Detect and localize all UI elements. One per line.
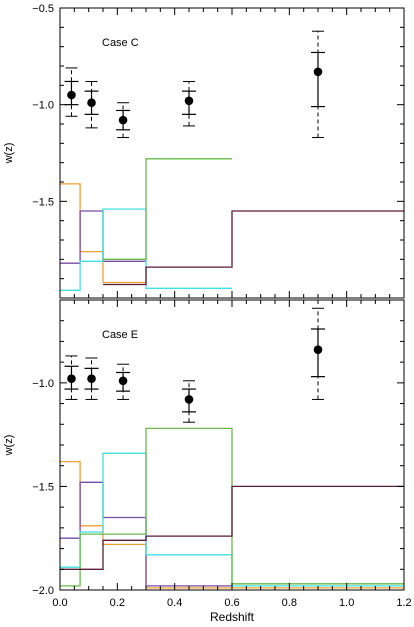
panel-case-c-marks — [60, 30, 404, 291]
data-point-3 — [184, 96, 194, 106]
data-point-0 — [67, 374, 76, 384]
x-tick-label: 0.2 — [110, 597, 125, 609]
data-point-2 — [118, 115, 128, 125]
panel-case-e-annotation: Case E — [102, 329, 138, 341]
data-point-2 — [118, 376, 128, 386]
y-tick-label: −1.0 — [32, 100, 54, 112]
step-series-3 — [103, 158, 232, 260]
x-tick-label: 0.4 — [167, 597, 182, 609]
x-tick-label: 1.2 — [396, 597, 411, 609]
panel-case-c-axes: −1.5 −1.0 −0.5 — [32, 3, 405, 299]
y-tick-label: −0.5 — [32, 3, 54, 15]
step-series-0 — [60, 183, 146, 284]
x-tick-label: 0.6 — [224, 597, 239, 609]
y-tick-label: −1.5 — [32, 196, 54, 208]
step-series-4 — [60, 485, 404, 570]
panel-case-e-ylabel: w(z) — [3, 435, 15, 457]
data-point-4 — [313, 67, 323, 77]
y-tick-label: −1.5 — [32, 481, 54, 493]
panel-case-e-xlabel: Redshift — [210, 610, 255, 624]
data-point-1 — [87, 98, 96, 108]
panel-case-c: −1.5 −1.0 −0.5 Case C w(z) — [3, 3, 405, 299]
x-tick-label: 1.0 — [339, 597, 354, 609]
x-tick-label: 0.0 — [52, 597, 67, 609]
panel-case-e-marks — [60, 307, 404, 589]
y-tick-label: −2.0 — [32, 585, 54, 597]
data-point-3 — [184, 395, 194, 404]
y-tick-label: −1.0 — [32, 378, 54, 390]
x-tick-label: 0.8 — [282, 597, 297, 609]
data-point-0 — [67, 90, 76, 100]
step-series-1 — [60, 210, 146, 264]
panel-case-e-axes: 0.0 0.2 0.4 0.6 0.8 1.0 1.2 −2.0 −1.5 −1.0 — [32, 299, 412, 609]
step-series-4 — [103, 210, 404, 286]
data-point-1 — [87, 374, 96, 384]
panel-case-c-annotation: Case C — [102, 37, 139, 49]
data-point-4 — [313, 345, 323, 355]
panel-case-e: 0.0 0.2 0.4 0.6 0.8 1.0 1.2 −2.0 −1.5 −1.0 Case E… — [3, 299, 412, 624]
panel-case-c-ylabel: w(z) — [3, 143, 15, 165]
